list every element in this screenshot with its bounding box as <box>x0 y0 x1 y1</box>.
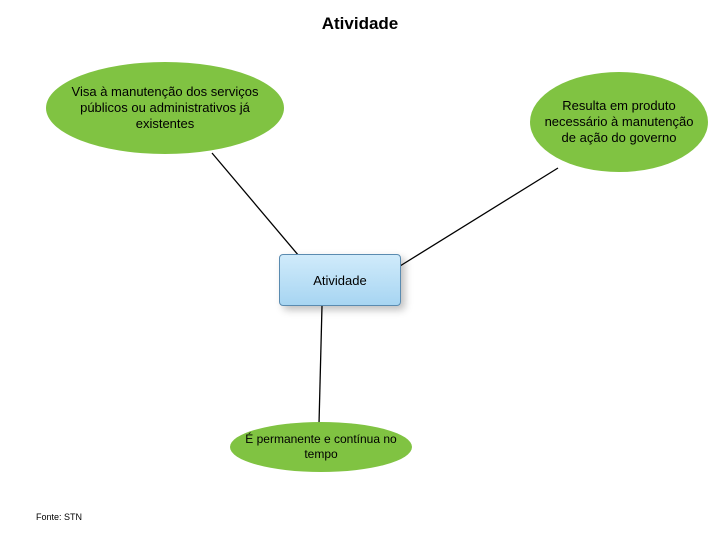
node-bottom: É permanente e contínua no tempo <box>230 422 412 472</box>
diagram-canvas: Atividade Visa à manutenção dos serviços… <box>0 0 720 540</box>
page-title: Atividade <box>0 14 720 34</box>
source-attribution: Fonte: STN <box>36 512 82 522</box>
node-top-left-label: Visa à manutenção dos serviços públicos … <box>56 84 274 133</box>
edge-2 <box>400 168 558 266</box>
node-center: Atividade <box>279 254 401 306</box>
edge-3 <box>319 306 322 424</box>
node-center-label: Atividade <box>313 273 366 288</box>
edge-1 <box>212 153 299 256</box>
node-top-right-label: Resulta em produto necessário à manutenç… <box>540 98 698 147</box>
node-bottom-label: É permanente e contínua no tempo <box>240 432 402 462</box>
node-top-left: Visa à manutenção dos serviços públicos … <box>46 62 284 154</box>
node-top-right: Resulta em produto necessário à manutenç… <box>530 72 708 172</box>
